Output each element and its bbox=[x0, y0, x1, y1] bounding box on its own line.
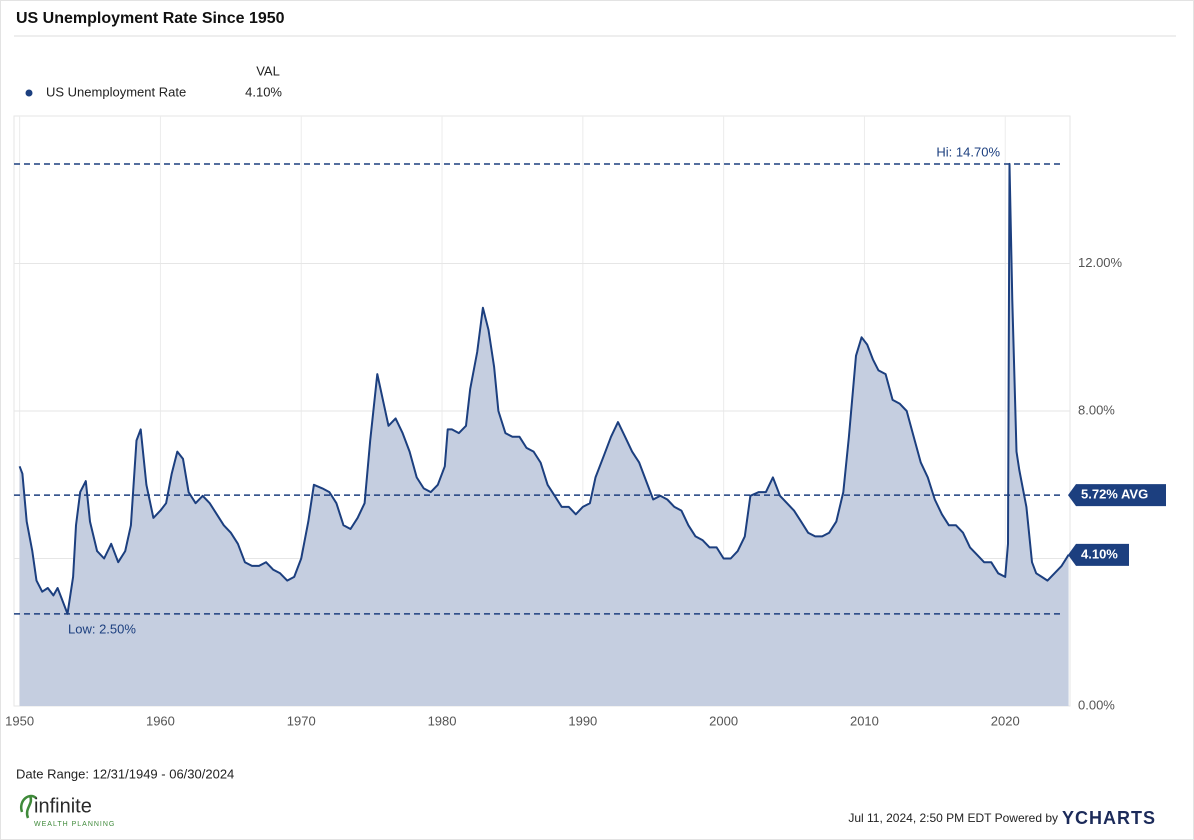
x-tick-label: 1970 bbox=[287, 713, 316, 728]
low-label: Low: 2.50% bbox=[68, 621, 136, 636]
series-line bbox=[18, 162, 1070, 615]
last-flag bbox=[1068, 543, 1129, 566]
last-flag-label: 4.10% bbox=[1081, 546, 1118, 561]
x-tick-label: 2020 bbox=[991, 713, 1020, 728]
x-tick-label: 2010 bbox=[850, 713, 879, 728]
brand: YCHARTS bbox=[1062, 808, 1156, 828]
high-label: Hi: 14.70% bbox=[936, 144, 1000, 159]
legend-value: 4.10% bbox=[245, 84, 282, 99]
chart-title: US Unemployment Rate Since 1950 bbox=[16, 10, 285, 27]
x-tick-label: 1960 bbox=[146, 713, 175, 728]
legend-label: US Unemployment Rate bbox=[46, 84, 186, 99]
legend-marker bbox=[25, 89, 33, 97]
x-tick-label: 1990 bbox=[568, 713, 597, 728]
average-flag-label: 5.72% AVG bbox=[1081, 487, 1148, 502]
legend-header: VAL bbox=[256, 63, 280, 78]
x-tick-label: 1950 bbox=[5, 713, 34, 728]
area-fill bbox=[19, 163, 1069, 706]
logo-name: infinite bbox=[34, 795, 92, 817]
timestamp: Jul 11, 2024, 2:50 PM EDT Powered by bbox=[848, 811, 1058, 825]
x-tick-label: 2000 bbox=[709, 713, 738, 728]
plot-area: 195019601970198019902000201020200.00%4.0… bbox=[5, 115, 1166, 728]
y-tick-label: 12.00% bbox=[1078, 255, 1123, 270]
logo-tagline: WEALTH PLANNING bbox=[34, 821, 115, 828]
y-tick-label: 8.00% bbox=[1078, 402, 1115, 417]
y-tick-label: 0.00% bbox=[1078, 697, 1115, 712]
logo-icon bbox=[19, 794, 37, 819]
x-tick-label: 1980 bbox=[428, 713, 457, 728]
average-flag bbox=[1068, 484, 1166, 507]
date-range: Date Range: 12/31/1949 - 06/30/2024 bbox=[16, 766, 234, 781]
